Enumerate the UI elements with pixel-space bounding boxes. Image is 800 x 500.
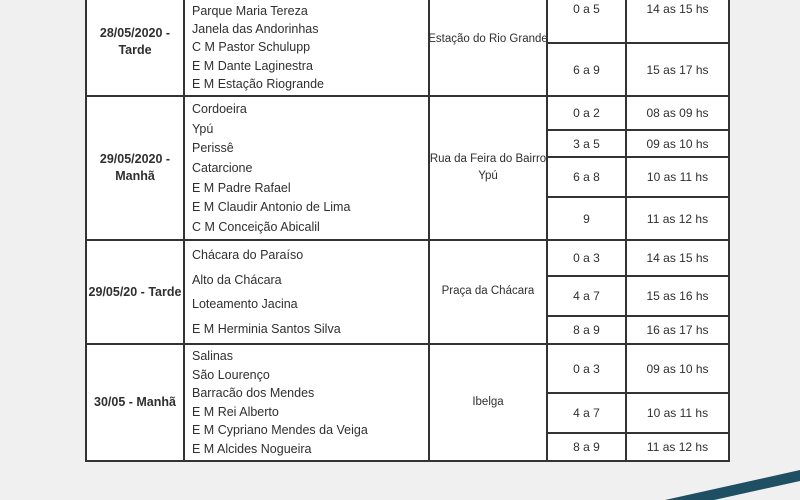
meeting-point-line: Estação do Rio Grande <box>428 32 548 45</box>
location-item: E M Claudir Antonio de Lima <box>192 200 351 215</box>
meeting-point-line: Ypú <box>478 170 498 182</box>
location-item: E M Alcides Nogueira <box>192 441 312 456</box>
location-item: Janela das Andorinhas <box>192 22 319 37</box>
time-slot-row: 4 a 7 15 as 16 hs <box>548 275 728 315</box>
location-item: E M Padre Rafael <box>192 180 291 195</box>
location-item: E M Herminia Santos Silva <box>192 321 341 336</box>
date-line: Tarde <box>118 42 152 57</box>
time-slot-row: 0 a 2 08 as 09 hs <box>548 97 728 129</box>
age-group-cell: 0 a 3 <box>548 345 627 392</box>
location-item: C M Pastor Schulupp <box>192 40 311 55</box>
vaccination-schedule-table: 28/05/2020 - Tarde Parque Maria Tereza J… <box>85 0 730 462</box>
locations-cell: Cordoeira Ypú Perissê Catarcione E M Pad… <box>185 97 430 239</box>
date-line: 28/05/2020 - <box>99 25 171 40</box>
location-item: Salinas <box>192 349 233 364</box>
location-item: Ypú <box>192 121 214 136</box>
time-cell: 15 as 17 hs <box>646 62 709 77</box>
time-slots: 0 a 3 09 as 10 hs 4 a 7 10 as 11 hs 8 a … <box>548 345 728 460</box>
schedule-block: 29/05/20 - Tarde Chácara do Paraíso Alto… <box>87 239 728 343</box>
date-line: 30/05 - Manhã <box>94 395 176 410</box>
date-cell: 29/05/2020 - Manhã <box>87 97 185 239</box>
location-item: São Lourenço <box>192 367 270 382</box>
date-cell: 30/05 - Manhã <box>87 345 185 460</box>
date-cell: 28/05/2020 - Tarde <box>87 0 185 95</box>
date-line: 29/05/2020 - <box>99 152 171 167</box>
time-slot-row: 0 a 3 14 as 15 hs <box>548 241 728 275</box>
age-group-cell: 4 a 7 <box>548 277 627 315</box>
time-slot-row: 9 11 as 12 hs <box>548 196 728 239</box>
footer-diagonal-ribbon <box>665 470 800 500</box>
time-slot-row: 3 a 5 09 as 10 hs <box>548 129 728 156</box>
location-item: Loteamento Jacina <box>192 297 298 312</box>
time-cell: 10 as 11 hs <box>646 170 709 184</box>
time-cell: 11 as 12 hs <box>646 211 709 226</box>
age-group-cell: 4 a 7 <box>548 394 627 432</box>
location-item: Barracão dos Mendes <box>192 386 315 401</box>
time-slot-row: 4 a 7 10 as 11 hs <box>548 392 728 432</box>
age-group-cell: 6 a 8 <box>548 158 627 196</box>
time-slot-row: 6 a 9 15 as 17 hs <box>548 42 728 95</box>
time-cell: 14 as 15 hs <box>646 2 709 16</box>
meeting-point-line: Praça da Chácara <box>441 285 535 298</box>
meeting-point-cell: Praça da Chácara <box>430 241 548 343</box>
meeting-point-cell: Estação do Rio Grande <box>428 0 548 95</box>
age-group-cell: 6 a 9 <box>548 44 627 95</box>
schedule-block: 29/05/2020 - Manhã Cordoeira Ypú Perissê… <box>87 95 728 239</box>
time-slot-row: 0 a 5 14 as 15 hs <box>548 0 728 42</box>
time-slots: 0 a 5 14 as 15 hs 6 a 9 15 as 17 hs <box>548 0 728 95</box>
time-cell: 11 as 12 hs <box>646 440 709 454</box>
age-group-cell: 3 a 5 <box>548 131 627 156</box>
locations-cell: Chácara do Paraíso Alto da Chácara Lotea… <box>185 241 430 343</box>
meeting-point-line: Rua da Feira do Bairro <box>429 152 547 165</box>
time-cell: 14 as 15 hs <box>646 251 709 265</box>
age-group-cell: 8 a 9 <box>548 434 627 460</box>
time-slot-row: 0 a 3 09 as 10 hs <box>548 345 728 392</box>
location-item: Chácara do Paraíso <box>192 248 304 263</box>
time-slot-row: 8 a 9 11 as 12 hs <box>548 432 728 460</box>
time-slots: 0 a 2 08 as 09 hs 3 a 5 09 as 10 hs 6 a … <box>548 97 728 239</box>
date-line: Manhã <box>115 169 155 183</box>
time-slot-row: 6 a 8 10 as 11 hs <box>548 156 728 196</box>
location-item: Parque Maria Tereza <box>192 4 308 19</box>
age-group-cell: 0 a 2 <box>548 97 627 129</box>
date-line: 29/05/20 - Tarde <box>88 284 182 299</box>
location-item: Alto da Chácara <box>192 272 282 287</box>
time-cell: 09 as 10 hs <box>646 361 709 376</box>
locations-cell: Parque Maria Tereza Janela das Andorinha… <box>185 0 430 95</box>
time-cell: 15 as 16 hs <box>646 289 709 303</box>
age-group-cell: 0 a 5 <box>548 0 627 42</box>
time-slots: 0 a 3 14 as 15 hs 4 a 7 15 as 16 hs 8 a … <box>548 241 728 343</box>
meeting-point-line: Ibelga <box>472 395 504 408</box>
location-item: Perissê <box>192 141 234 156</box>
age-group-cell: 0 a 3 <box>548 241 627 275</box>
location-item: E M Cypriano Mendes da Veiga <box>192 423 368 438</box>
time-cell: 08 as 09 hs <box>646 106 709 120</box>
time-cell: 09 as 10 hs <box>646 136 709 151</box>
time-slot-row: 8 a 9 16 as 17 hs <box>548 315 728 343</box>
time-cell: 16 as 17 hs <box>646 323 709 337</box>
location-item: C M Conceição Abicalil <box>192 220 320 235</box>
time-cell: 10 as 11 hs <box>646 406 709 420</box>
date-cell: 29/05/20 - Tarde <box>87 241 185 343</box>
meeting-point-cell: Ibelga <box>430 345 548 460</box>
schedule-block: 28/05/2020 - Tarde Parque Maria Tereza J… <box>87 0 728 95</box>
age-group-cell: 8 a 9 <box>548 317 627 343</box>
location-item: Catarcione <box>192 160 253 175</box>
location-item: Cordoeira <box>192 101 247 116</box>
location-item: E M Dante Laginestra <box>192 58 313 73</box>
location-item: E M Estação Riogrande <box>192 76 325 91</box>
schedule-block: 30/05 - Manhã Salinas São Lourenço Barra… <box>87 343 728 460</box>
location-item: E M Rei Alberto <box>192 404 279 419</box>
age-group-cell: 9 <box>548 198 627 239</box>
meeting-point-cell: Rua da Feira do Bairro Ypú <box>430 97 548 239</box>
locations-cell: Salinas São Lourenço Barracão dos Mendes… <box>185 345 430 460</box>
